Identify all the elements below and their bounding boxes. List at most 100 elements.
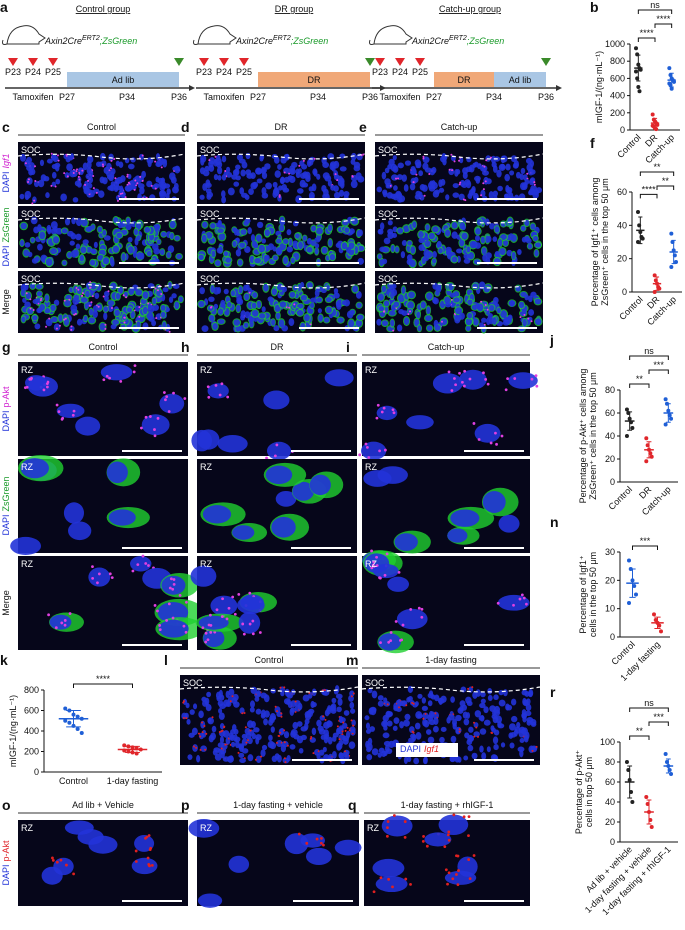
signal-dot xyxy=(48,317,51,320)
nucleus xyxy=(147,159,152,168)
nucleus xyxy=(509,742,515,749)
nucleus xyxy=(176,253,183,260)
nucleus xyxy=(314,243,320,249)
nucleus xyxy=(490,725,495,732)
y-axis-label: mIGF-1/(ng·mL⁻¹) xyxy=(594,51,604,123)
nucleus xyxy=(64,217,71,226)
genotype-sup: ERT2 xyxy=(273,35,291,42)
x-tick-label: Control xyxy=(617,294,645,322)
nucleus xyxy=(461,225,466,231)
signal-dot xyxy=(199,735,202,738)
signal-dot xyxy=(141,154,144,157)
signal-dot xyxy=(496,601,500,605)
signal-dot xyxy=(322,843,325,847)
nucleus xyxy=(237,259,243,266)
signal-dot xyxy=(274,705,277,708)
genotype-part: ;ZsGreen xyxy=(467,36,505,46)
day-label: P36 xyxy=(538,92,554,102)
nucleus xyxy=(488,304,495,311)
nucleus xyxy=(462,171,468,180)
nucleus xyxy=(467,299,473,306)
signal-dot xyxy=(34,165,37,168)
signal-dot xyxy=(473,735,476,738)
nucleus xyxy=(250,182,258,190)
signal-dot xyxy=(61,416,65,420)
nucleus xyxy=(508,372,538,389)
signal-dot xyxy=(226,395,230,399)
nucleus xyxy=(422,757,428,765)
signal-dot xyxy=(195,746,198,749)
nucleus xyxy=(500,742,506,748)
day-label: P36 xyxy=(362,92,378,102)
nucleus xyxy=(341,242,348,250)
nucleus xyxy=(381,285,387,293)
nucleus xyxy=(302,235,307,241)
nucleus xyxy=(392,154,397,161)
nucleus xyxy=(365,728,372,734)
nucleus xyxy=(415,162,420,169)
data-point xyxy=(67,720,72,725)
nucleus xyxy=(473,731,480,738)
nucleus xyxy=(199,167,206,175)
nucleus xyxy=(208,160,214,168)
signal-dot xyxy=(183,700,186,703)
signal-dot xyxy=(136,563,140,567)
nucleus xyxy=(240,229,247,235)
signal-dot xyxy=(65,863,68,867)
nucleus xyxy=(114,309,120,317)
nucleus xyxy=(382,714,389,722)
nucleus xyxy=(527,243,533,249)
nucleus xyxy=(160,311,166,318)
nucleus xyxy=(147,305,155,313)
micrograph-content xyxy=(19,152,181,205)
error-bar xyxy=(66,710,81,728)
signal-dot xyxy=(104,323,107,326)
micrograph-content xyxy=(376,216,543,269)
signal-dot xyxy=(182,716,185,719)
nucleus xyxy=(245,284,250,291)
signal-dot xyxy=(206,638,210,642)
signal-dot xyxy=(383,310,386,313)
significance-label: *** xyxy=(653,360,664,370)
nucleus xyxy=(406,696,411,703)
nucleus xyxy=(51,153,57,159)
signal-dot xyxy=(308,692,311,695)
nucleus xyxy=(221,190,226,198)
signal-dot xyxy=(455,873,458,876)
nucleus xyxy=(213,747,221,753)
significance-label: *** xyxy=(640,536,651,546)
nucleus xyxy=(422,712,429,720)
nucleus xyxy=(329,254,336,261)
signal-dot xyxy=(265,456,268,460)
nucleus xyxy=(97,226,103,233)
signal-dot xyxy=(164,398,167,402)
nucleus xyxy=(198,710,204,719)
signal-dot xyxy=(165,619,169,622)
nucleus xyxy=(261,306,266,313)
nucleus xyxy=(503,239,509,247)
panel-letter: c xyxy=(2,119,10,135)
nucleus xyxy=(528,309,535,316)
nucleus xyxy=(382,732,390,739)
nucleus xyxy=(484,218,490,226)
nucleus xyxy=(263,390,290,410)
signal-dot xyxy=(110,159,113,162)
signal-dot xyxy=(392,329,395,332)
signal-dot xyxy=(453,160,456,163)
signal-dot xyxy=(63,623,67,627)
data-point xyxy=(627,601,631,605)
signal-dot xyxy=(486,308,489,311)
signal-dot xyxy=(220,382,224,386)
error-bar xyxy=(654,616,661,629)
nucleus xyxy=(92,310,98,319)
signal-dot xyxy=(371,563,375,567)
signal-dot xyxy=(220,615,224,618)
nucleus xyxy=(310,302,315,309)
nucleus xyxy=(55,164,60,172)
nucleus xyxy=(221,196,227,204)
signal-dot xyxy=(50,184,53,187)
nucleus xyxy=(235,164,241,170)
nucleus xyxy=(103,312,108,321)
signal-dot xyxy=(215,608,219,612)
nucleus xyxy=(333,160,340,169)
